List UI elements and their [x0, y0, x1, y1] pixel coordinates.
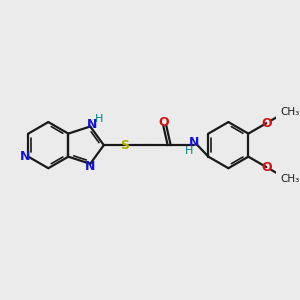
Text: CH₃: CH₃	[280, 106, 299, 117]
Text: N: N	[20, 150, 30, 163]
Text: O: O	[261, 117, 272, 130]
Text: CH₃: CH₃	[280, 174, 299, 184]
Text: N: N	[85, 160, 95, 173]
Text: O: O	[261, 160, 272, 174]
Text: O: O	[158, 116, 169, 129]
Text: N: N	[87, 118, 97, 130]
Text: S: S	[120, 139, 129, 152]
Text: H: H	[185, 146, 193, 156]
Text: N: N	[189, 136, 199, 149]
Text: H: H	[94, 114, 103, 124]
